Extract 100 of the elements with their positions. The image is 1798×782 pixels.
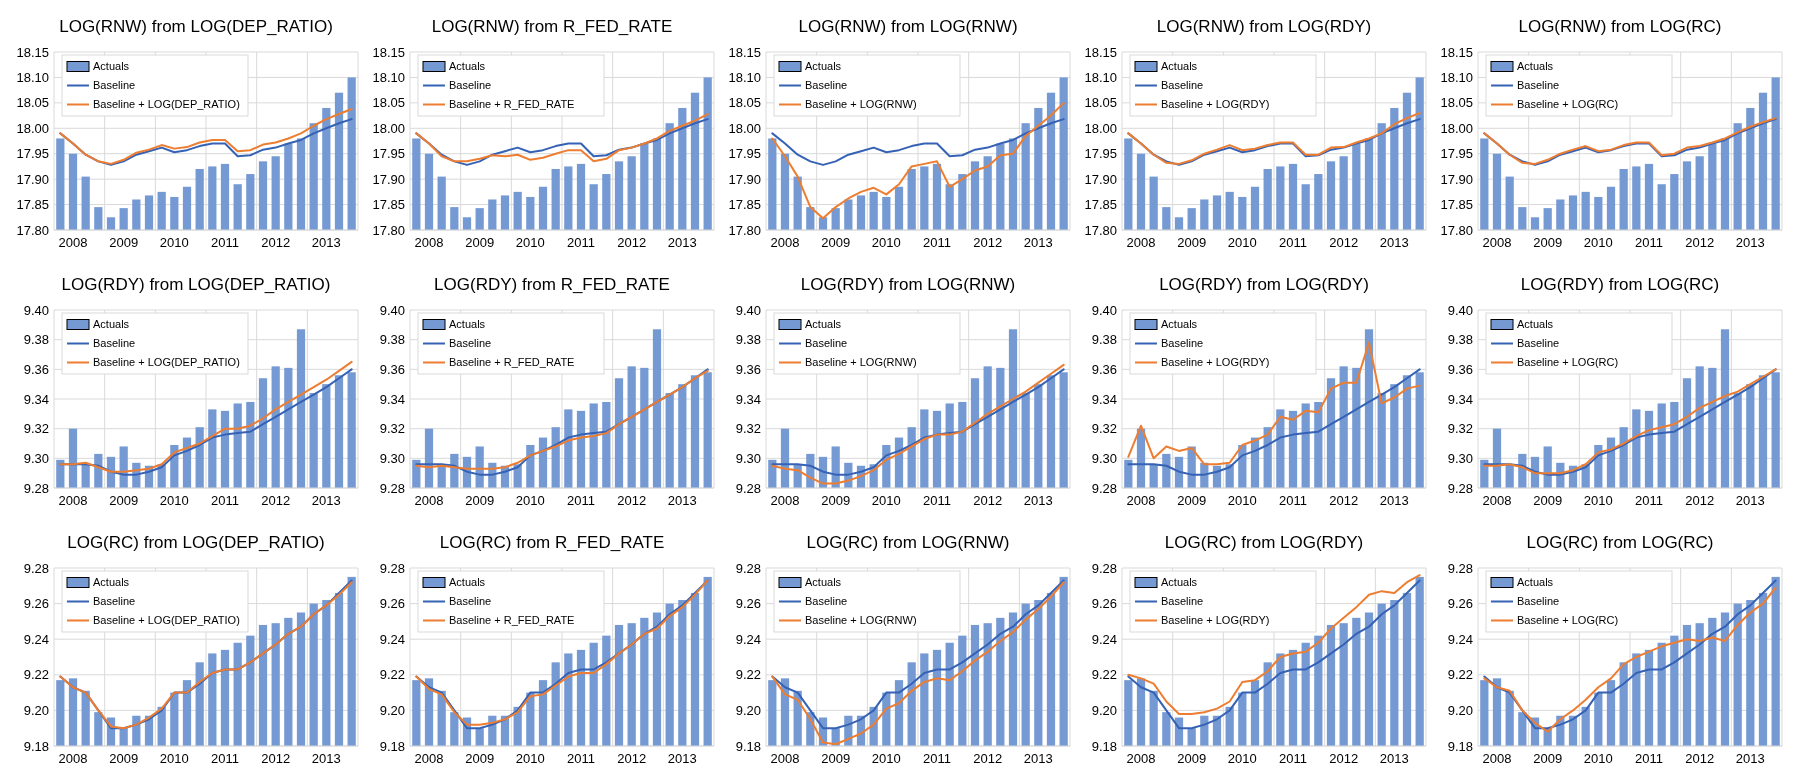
y-tick-label: 17.80 bbox=[16, 222, 49, 238]
x-tick-label: 2013 bbox=[1735, 751, 1765, 766]
y-tick-label: 9.34 bbox=[1447, 391, 1473, 407]
x-tick-label: 2010 bbox=[1583, 751, 1613, 766]
x-tick-label: 2009 bbox=[1177, 751, 1207, 766]
legend-label: Actuals bbox=[805, 576, 842, 589]
chart-title: LOG(RNW) from LOG(RDY) bbox=[1156, 17, 1372, 36]
y-tick-label: 9.26 bbox=[379, 596, 405, 612]
x-tick-label: 2009 bbox=[465, 751, 495, 766]
x-tick-label: 2012 bbox=[973, 235, 1003, 250]
y-tick-label: 9.30 bbox=[379, 450, 405, 466]
legend-label: Actuals bbox=[449, 318, 486, 331]
y-tick-label: 9.34 bbox=[379, 391, 405, 407]
legend-label: Baseline + LOG(RNW) bbox=[805, 614, 917, 627]
y-tick-label: 9.22 bbox=[1091, 667, 1117, 683]
x-tick-label: 2008 bbox=[770, 235, 800, 250]
x-tick-label: 2013 bbox=[1379, 751, 1409, 766]
x-tick-label: 2008 bbox=[1126, 235, 1156, 250]
y-tick-label: 17.90 bbox=[16, 171, 49, 187]
x-tick-label: 2008 bbox=[1482, 493, 1512, 508]
x-tick-label: 2013 bbox=[1023, 493, 1053, 508]
y-tick-label: 9.28 bbox=[1447, 480, 1473, 496]
y-tick-label: 18.15 bbox=[16, 44, 49, 60]
chart-title: LOG(RDY) from LOG(RNW) bbox=[800, 275, 1016, 294]
x-tick-label: 2010 bbox=[159, 493, 189, 508]
x-tick-label: 2009 bbox=[1533, 235, 1563, 250]
x-tick-label: 2012 bbox=[617, 751, 647, 766]
y-tick-label: 9.20 bbox=[1091, 702, 1117, 718]
x-tick-label: 2011 bbox=[1279, 493, 1307, 508]
legend-label: Baseline bbox=[805, 595, 848, 608]
x-tick-label: 2013 bbox=[667, 493, 697, 508]
x-tick-label: 2010 bbox=[871, 493, 901, 508]
y-tick-label: 17.85 bbox=[16, 197, 49, 213]
x-tick-label: 2009 bbox=[1177, 235, 1207, 250]
x-tick-label: 2008 bbox=[770, 493, 800, 508]
x-tick-label: 2012 bbox=[261, 751, 291, 766]
x-tick-label: 2008 bbox=[1482, 751, 1512, 766]
y-tick-label: 9.40 bbox=[1091, 302, 1117, 318]
legend-label: Actuals bbox=[1517, 576, 1554, 589]
x-tick-label: 2009 bbox=[1533, 493, 1563, 508]
x-tick-label: 2008 bbox=[414, 493, 444, 508]
legend-label: Actuals bbox=[805, 60, 842, 73]
y-tick-label: 9.24 bbox=[379, 631, 405, 647]
y-tick-label: 9.26 bbox=[1091, 596, 1117, 612]
y-tick-label: 17.95 bbox=[728, 146, 761, 162]
x-tick-label: 2013 bbox=[667, 751, 697, 766]
x-tick-label: 2013 bbox=[311, 235, 341, 250]
y-tick-label: 18.15 bbox=[372, 44, 405, 60]
y-tick-label: 9.34 bbox=[1091, 391, 1117, 407]
y-tick-label: 9.24 bbox=[23, 631, 49, 647]
y-tick-label: 9.28 bbox=[1091, 480, 1117, 496]
x-tick-label: 2013 bbox=[1023, 751, 1053, 766]
x-tick-label: 2008 bbox=[58, 751, 88, 766]
x-tick-label: 2011 bbox=[567, 235, 595, 250]
chart-title: LOG(RDY) from LOG(RC) bbox=[1520, 275, 1720, 294]
x-tick-label: 2012 bbox=[1329, 751, 1359, 766]
x-tick-label: 2008 bbox=[1126, 751, 1156, 766]
x-tick-label: 2011 bbox=[923, 235, 951, 250]
y-tick-label: 18.05 bbox=[728, 95, 761, 111]
y-tick-label: 18.10 bbox=[16, 69, 49, 85]
y-tick-label: 9.18 bbox=[379, 738, 405, 754]
y-tick-label: 17.80 bbox=[728, 222, 761, 238]
x-tick-label: 2013 bbox=[1379, 493, 1409, 508]
x-tick-label: 2008 bbox=[1482, 235, 1512, 250]
legend-label: Actuals bbox=[93, 60, 130, 73]
y-tick-label: 18.10 bbox=[1440, 69, 1473, 85]
chart-title: LOG(RC) from LOG(DEP_RATIO) bbox=[67, 533, 325, 552]
x-tick-label: 2011 bbox=[1635, 493, 1663, 508]
legend-label: Baseline bbox=[1161, 337, 1204, 350]
y-tick-label: 9.36 bbox=[1091, 361, 1117, 377]
legend-label: Baseline bbox=[449, 595, 492, 608]
x-tick-label: 2012 bbox=[617, 493, 647, 508]
legend-label: Baseline + LOG(DEP_RATIO) bbox=[93, 98, 240, 111]
legend-label: Baseline bbox=[805, 79, 848, 92]
x-tick-label: 2012 bbox=[973, 493, 1003, 508]
x-tick-label: 2013 bbox=[1023, 235, 1053, 250]
y-tick-label: 9.24 bbox=[1091, 631, 1117, 647]
y-tick-label: 17.95 bbox=[1440, 146, 1473, 162]
chart-title: LOG(RDY) from R_FED_RATE bbox=[434, 275, 670, 294]
legend-label: Baseline + LOG(RC) bbox=[1517, 98, 1619, 111]
legend-label: Actuals bbox=[1161, 60, 1198, 73]
x-tick-label: 2009 bbox=[465, 493, 495, 508]
chart-title: LOG(RC) from R_FED_RATE bbox=[439, 533, 665, 552]
y-tick-label: 9.36 bbox=[23, 361, 49, 377]
y-tick-label: 17.95 bbox=[372, 146, 405, 162]
y-tick-label: 9.32 bbox=[735, 421, 761, 437]
y-tick-label: 9.26 bbox=[1447, 596, 1473, 612]
legend-label: Baseline + LOG(DEP_RATIO) bbox=[93, 614, 240, 627]
x-tick-label: 2009 bbox=[109, 235, 139, 250]
legend-label: Actuals bbox=[1161, 576, 1198, 589]
y-tick-label: 18.10 bbox=[728, 69, 761, 85]
y-tick-label: 18.05 bbox=[1084, 95, 1117, 111]
x-tick-label: 2010 bbox=[1227, 235, 1257, 250]
y-tick-label: 17.85 bbox=[372, 197, 405, 213]
x-tick-label: 2008 bbox=[58, 493, 88, 508]
x-tick-label: 2010 bbox=[1227, 493, 1257, 508]
x-tick-label: 2013 bbox=[667, 235, 697, 250]
legend-label: Baseline bbox=[1161, 595, 1204, 608]
x-tick-label: 2013 bbox=[1735, 235, 1765, 250]
chart-title: LOG(RNW) from LOG(RNW) bbox=[798, 17, 1018, 36]
